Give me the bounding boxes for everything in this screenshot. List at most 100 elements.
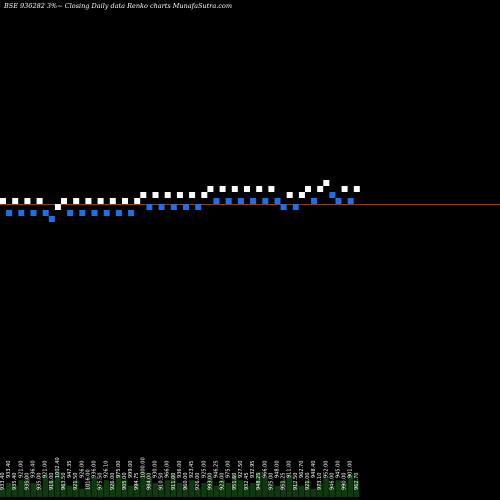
volume-bar <box>189 480 195 497</box>
chart-title: BSE 936282 3%~ Closing Daily data Renko … <box>4 2 232 10</box>
renko-bricks <box>0 180 360 222</box>
renko-brick-down <box>311 198 318 204</box>
renko-brick-up <box>54 204 61 210</box>
volume-bar <box>268 483 274 497</box>
x-tick-label: 916.00 <box>49 473 55 491</box>
volume-bar <box>122 480 128 497</box>
x-tick-label: 932.45 <box>244 473 250 491</box>
x-tick-label: 975.00 <box>116 461 122 479</box>
x-tick-label: 936.40 <box>31 461 37 479</box>
x-tick-label: 911.00 <box>171 473 177 491</box>
volume-bar <box>323 477 329 497</box>
volume-bar <box>347 474 354 497</box>
renko-brick-down <box>274 198 281 204</box>
renko-brick-up <box>152 192 159 198</box>
x-tick-label: 975.00 <box>268 473 274 491</box>
x-tick-label: 973.10 <box>317 473 323 491</box>
volume-bar <box>201 483 207 497</box>
volume-bar <box>146 477 152 497</box>
renko-brick-down <box>146 204 153 210</box>
volume-bar <box>207 477 213 497</box>
x-tick-label: 999.00 <box>128 461 134 479</box>
volume-bar <box>73 480 79 497</box>
renko-brick-down <box>115 210 122 216</box>
volume-bar <box>152 483 158 497</box>
renko-brick-down <box>158 204 165 210</box>
x-tick-label: 966.00 <box>262 461 268 479</box>
renko-brick-down <box>30 210 37 216</box>
renko-brick-up <box>122 198 128 204</box>
renko-brick-down <box>103 210 110 216</box>
x-tick-label: 933.40 <box>0 473 6 491</box>
x-tick-label: 960.00 <box>183 473 189 491</box>
x-tick-label: 952.00 <box>323 461 329 479</box>
renko-brick-up <box>201 192 208 198</box>
volume-bar <box>298 485 305 497</box>
x-tick-label: 921.00 <box>43 461 49 479</box>
renko-brick-down <box>6 210 13 216</box>
x-tick-label: 1016.00 <box>85 469 91 490</box>
x-tick-label: 1002.40 <box>55 457 61 478</box>
volume-bar <box>158 485 165 497</box>
x-tick-label: 905.00 <box>122 473 128 491</box>
volume-bar <box>195 488 201 497</box>
x-tick-label: 923.00 <box>220 473 226 491</box>
x-tick-label: 945.00 <box>336 461 342 479</box>
renko-brick-up <box>189 192 196 198</box>
renko-brick-down <box>292 204 299 210</box>
x-tick-label: 921.50 <box>73 473 79 491</box>
volume-bar <box>134 483 140 497</box>
x-tick-label: 962.70 <box>299 461 305 479</box>
renko-brick-down <box>213 198 220 204</box>
volume-bar <box>109 483 116 497</box>
volume-bar <box>219 480 226 497</box>
x-tick-label: 935.40 <box>12 473 18 491</box>
volume-bar <box>335 480 341 497</box>
renko-brick-up <box>231 186 238 192</box>
renko-brick-down <box>195 204 202 210</box>
renko-brick-up <box>164 192 171 198</box>
renko-brick-up <box>109 198 116 204</box>
volume-bar <box>244 485 250 497</box>
renko-brick-down <box>128 210 135 216</box>
renko-brick-up <box>176 192 183 198</box>
volume-bar <box>128 485 134 497</box>
renko-brick-up <box>12 198 19 204</box>
renko-brick-down <box>225 198 232 204</box>
x-tick-label: 921.00 <box>305 473 311 491</box>
renko-brick-up <box>353 186 360 192</box>
volume-bar <box>329 485 335 497</box>
volume-bar <box>97 485 104 497</box>
x-tick-label: 990.00 <box>342 473 348 491</box>
x-tick-label: 947.35 <box>67 461 73 479</box>
volume-bar <box>54 471 61 497</box>
volume-bar <box>6 483 12 497</box>
volume-bar <box>67 485 73 497</box>
volume-bar <box>42 474 49 497</box>
renko-brick-up <box>61 198 67 204</box>
x-tick-label: 966.00 <box>165 461 171 479</box>
x-tick-label: 951.25 <box>281 473 287 491</box>
x-tick-label: 936.00 <box>92 461 98 479</box>
volume-bar <box>305 480 311 497</box>
renko-brick-down <box>347 198 354 204</box>
x-tick-label: 948.25 <box>256 473 262 491</box>
x-tick-label: 948.00 <box>275 461 281 479</box>
volume-bar <box>36 485 43 497</box>
x-tick-label: 926.00 <box>195 473 201 491</box>
x-tick-label: 927.50 <box>238 461 244 479</box>
volume-bar <box>262 477 268 497</box>
volume-bar <box>292 483 299 497</box>
volume-bar <box>250 483 256 497</box>
x-tick-label: 932.95 <box>250 461 256 479</box>
renko-brick-down <box>250 198 257 204</box>
x-tick-label: 963.50 <box>61 473 67 491</box>
renko-brick-up <box>244 186 250 192</box>
x-tick-label: 975.50 <box>98 473 104 491</box>
volume-bar <box>18 480 24 497</box>
renko-brick-down <box>48 216 55 222</box>
x-tick-label: 911.00 <box>287 461 293 479</box>
x-tick-label: 936.00 <box>177 461 183 479</box>
x-tick-label: 951.60 <box>232 473 238 491</box>
